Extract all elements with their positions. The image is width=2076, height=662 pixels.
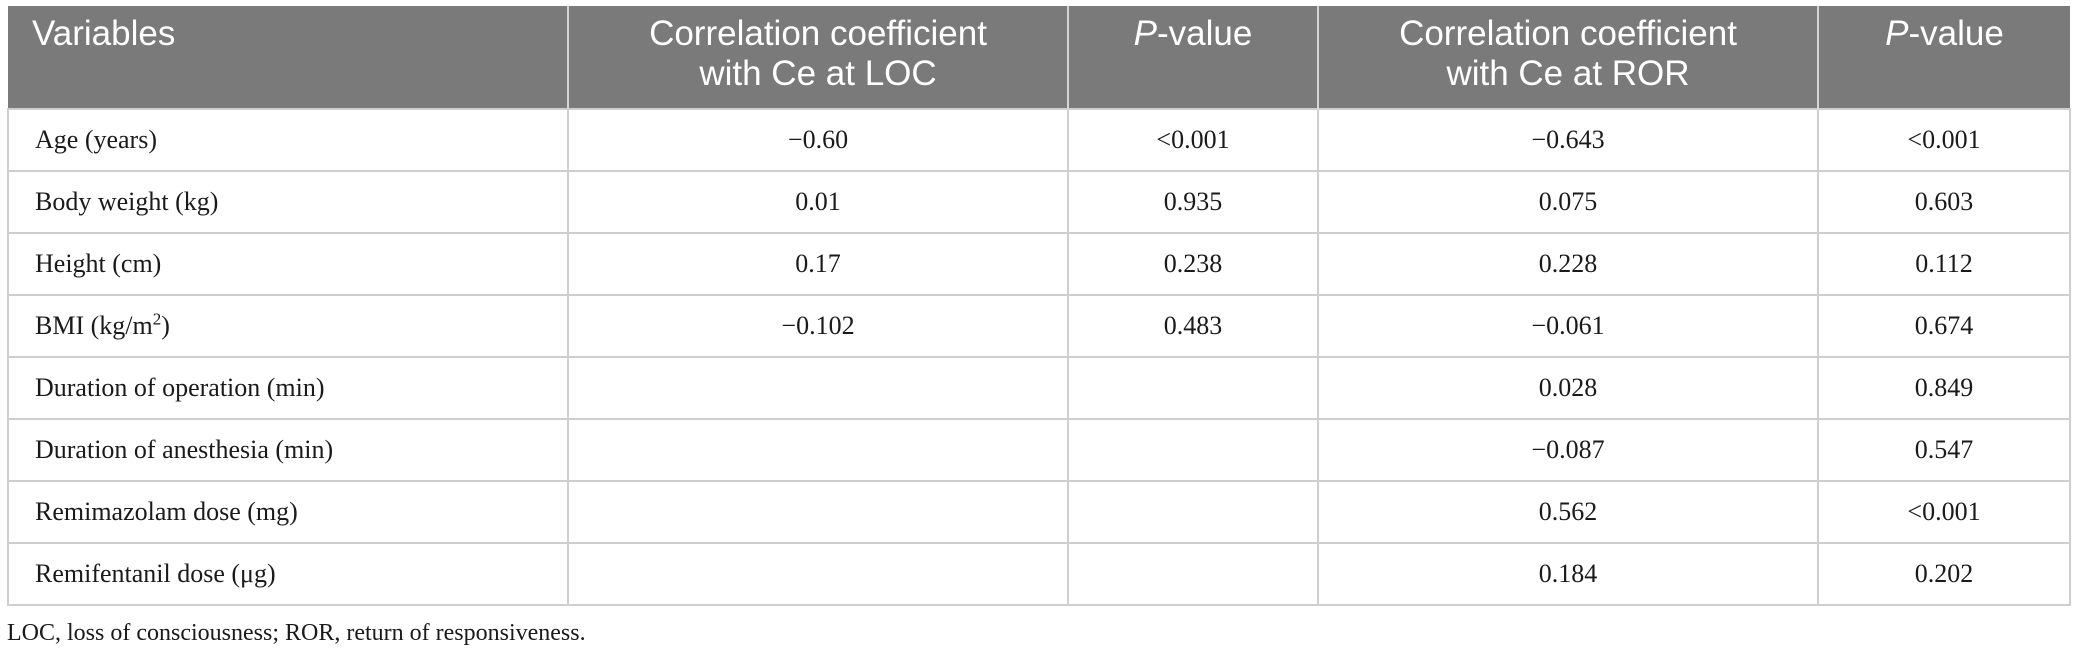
table-row: Remifentanil dose (μg) 0.184 0.202 — [7, 542, 2071, 606]
cell-corr-ror: 0.075 — [1317, 170, 1819, 234]
header-p1-rest: -value — [1157, 14, 1253, 53]
header-p-value-ror: P-value — [1818, 6, 2070, 109]
cell-corr-loc: 0.01 — [567, 170, 1069, 234]
cell-variable: Height (cm) — [7, 232, 569, 296]
cell-corr-ror: 0.028 — [1317, 356, 1819, 420]
cell-corr-loc: −0.102 — [567, 294, 1069, 358]
header-corr-ror: Correlation coefficient with Ce at ROR — [1318, 6, 1819, 109]
table-row: Body weight (kg) 0.01 0.935 0.075 0.603 — [7, 170, 2071, 234]
table-row: Age (years) −0.60 <0.001 −0.643 <0.001 — [7, 108, 2071, 172]
header-corr-ror-line2: with Ce at ROR — [1446, 54, 1690, 93]
cell-variable: BMI (kg/m2) — [7, 294, 569, 358]
cell-corr-loc — [567, 480, 1069, 544]
cell-corr-ror: 0.184 — [1317, 542, 1819, 606]
cell-p-loc — [1067, 480, 1319, 544]
cell-corr-ror: −0.087 — [1317, 418, 1819, 482]
table-row: Remimazolam dose (mg) 0.562 <0.001 — [7, 480, 2071, 544]
cell-p-ror: 0.202 — [1817, 542, 2071, 606]
cell-p-loc: <0.001 — [1067, 108, 1319, 172]
table-header: Variables Correlation coefficient with C… — [8, 6, 2070, 109]
cell-corr-loc — [567, 418, 1069, 482]
cell-corr-loc — [567, 542, 1069, 606]
table-footnote: LOC, loss of consciousness; ROR, return … — [7, 620, 586, 646]
cell-corr-loc: 0.17 — [567, 232, 1069, 296]
cell-variable: Duration of anesthesia (min) — [7, 418, 569, 482]
cell-p-loc: 0.935 — [1067, 170, 1319, 234]
header-variables: Variables — [8, 6, 569, 109]
cell-p-ror: <0.001 — [1817, 480, 2071, 544]
cell-corr-ror: −0.061 — [1317, 294, 1819, 358]
cell-variable: Body weight (kg) — [7, 170, 569, 234]
table-row: Duration of operation (min) 0.028 0.849 — [7, 356, 2071, 420]
cell-p-ror: 0.849 — [1817, 356, 2071, 420]
cell-variable: Remifentanil dose (μg) — [7, 542, 569, 606]
cell-p-loc: 0.483 — [1067, 294, 1319, 358]
header-p2-italic: P — [1885, 14, 1909, 53]
table-row: Height (cm) 0.17 0.238 0.228 0.112 — [7, 232, 2071, 296]
cell-corr-ror: 0.562 — [1317, 480, 1819, 544]
table-row: BMI (kg/m2) −0.102 0.483 −0.061 0.674 — [7, 294, 2071, 358]
header-row: Variables Correlation coefficient with C… — [8, 6, 2070, 109]
cell-corr-loc: −0.60 — [567, 108, 1069, 172]
cell-p-ror: 0.112 — [1817, 232, 2071, 296]
cell-corr-ror: 0.228 — [1317, 232, 1819, 296]
header-corr-loc-line2: with Ce at LOC — [699, 54, 937, 93]
correlation-table: Variables Correlation coefficient with C… — [7, 6, 2071, 606]
cell-p-loc — [1067, 418, 1319, 482]
cell-variable: Age (years) — [7, 108, 569, 172]
header-p2-rest: -value — [1908, 14, 2004, 53]
header-corr-loc: Correlation coefficient with Ce at LOC — [568, 6, 1069, 109]
header-corr-loc-line1: Correlation coefficient — [649, 14, 987, 53]
cell-corr-loc — [567, 356, 1069, 420]
cell-p-loc — [1067, 356, 1319, 420]
cell-p-ror: 0.547 — [1817, 418, 2071, 482]
cell-variable-text: BMI (kg/m — [35, 311, 153, 340]
cell-variable-superscript: 2 — [152, 309, 162, 329]
cell-p-ror: 0.674 — [1817, 294, 2071, 358]
cell-p-ror: <0.001 — [1817, 108, 2071, 172]
cell-variable: Duration of operation (min) — [7, 356, 569, 420]
cell-p-loc: 0.238 — [1067, 232, 1319, 296]
header-corr-ror-line1: Correlation coefficient — [1399, 14, 1737, 53]
header-p-value-loc: P-value — [1068, 6, 1319, 109]
cell-variable-tail: ) — [161, 311, 170, 340]
cell-variable: Remimazolam dose (mg) — [7, 480, 569, 544]
table-row: Duration of anesthesia (min) −0.087 0.54… — [7, 418, 2071, 482]
table-body: Age (years) −0.60 <0.001 −0.643 <0.001 B… — [7, 108, 2071, 606]
header-p1-italic: P — [1133, 14, 1158, 53]
cell-corr-ror: −0.643 — [1317, 108, 1819, 172]
cell-p-ror: 0.603 — [1817, 170, 2071, 234]
cell-p-loc — [1067, 542, 1319, 606]
